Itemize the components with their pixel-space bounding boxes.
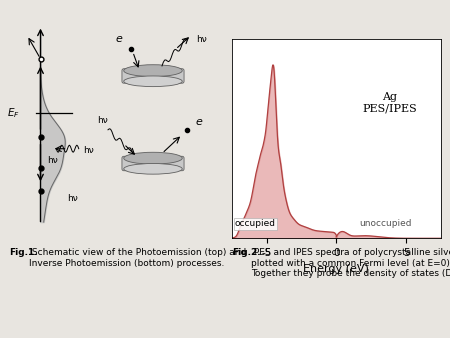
Text: Schematic view of the Photoemission (top) and
Inverse Photoemission (bottom) pro: Schematic view of the Photoemission (top… [29,248,247,268]
Text: Ag
PES/IPES: Ag PES/IPES [362,92,417,114]
Text: PES and IPES spectra of polycrystalline silver,
plotted with a common Fermi leve: PES and IPES spectra of polycrystalline … [251,248,450,278]
Ellipse shape [124,65,182,77]
X-axis label: Energy (eV): Energy (eV) [303,264,369,273]
Text: Fig.1.: Fig.1. [9,248,38,258]
FancyBboxPatch shape [122,69,184,83]
Text: hν: hν [68,194,78,203]
Ellipse shape [124,76,182,87]
Text: Fig.2.: Fig.2. [232,248,261,258]
Ellipse shape [124,152,182,164]
Text: $E_F$: $E_F$ [7,106,19,120]
Ellipse shape [124,164,182,174]
Text: hν: hν [47,156,58,165]
Text: hν: hν [196,35,207,44]
Text: hν: hν [97,116,108,125]
Text: occupied: occupied [235,219,276,228]
Text: e: e [196,117,202,127]
FancyBboxPatch shape [122,156,184,171]
Text: e: e [116,34,123,44]
Text: unoccupied: unoccupied [359,219,411,228]
Text: hν: hν [83,146,94,155]
